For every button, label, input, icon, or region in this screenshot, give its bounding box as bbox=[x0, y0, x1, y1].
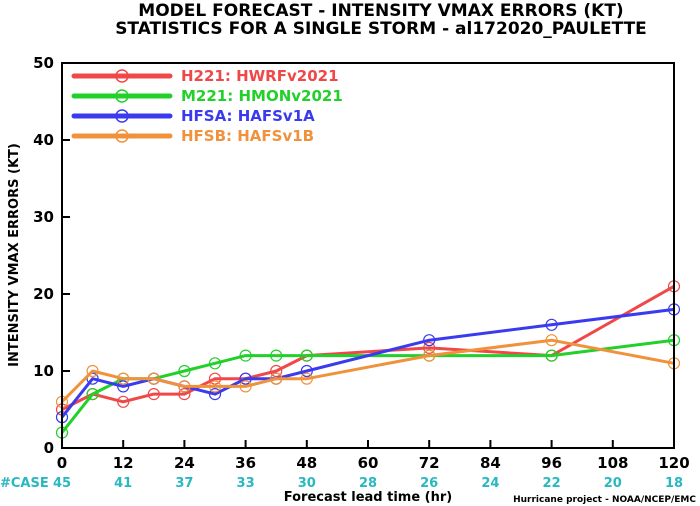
data-point bbox=[147, 388, 160, 401]
case-count: 41 bbox=[114, 476, 132, 491]
data-point bbox=[208, 357, 222, 370]
case-label: #CASE bbox=[0, 476, 49, 491]
data-point bbox=[86, 388, 99, 401]
data-point bbox=[300, 349, 313, 362]
y-tick-label: 0 bbox=[44, 439, 54, 457]
data-point bbox=[117, 372, 130, 385]
series-line bbox=[60, 338, 675, 403]
data-point bbox=[208, 380, 222, 393]
case-count: 33 bbox=[237, 476, 255, 491]
series-2 bbox=[55, 303, 681, 424]
data-point bbox=[178, 364, 191, 378]
data-point bbox=[239, 380, 252, 393]
x-axis-ticks: 0 12 24 36 48 60 72 84 96 108 120 bbox=[57, 440, 690, 472]
legend-item: M221: HMONv2021 bbox=[71, 87, 343, 105]
legend-item: HFSB: HAFSv1B bbox=[71, 127, 314, 145]
data-point bbox=[545, 349, 558, 362]
legend-marker bbox=[115, 89, 129, 103]
legend-label: HFSA: HAFSv1A bbox=[181, 107, 315, 125]
x-tick-label: 24 bbox=[174, 454, 195, 472]
y-axis-label: INTENSITY VMAX ERRORS (KT) bbox=[7, 143, 22, 367]
legend-label: HFSB: HAFSv1B bbox=[181, 127, 314, 145]
case-count: 30 bbox=[298, 476, 316, 491]
legend: H221: HWRFv2021 M221: HMONv2021 HFSA: HAFS… bbox=[71, 67, 343, 145]
y-tick-label: 10 bbox=[33, 362, 54, 380]
case-count: 28 bbox=[359, 476, 377, 491]
data-point bbox=[147, 372, 160, 385]
y-tick-label: 40 bbox=[33, 131, 54, 149]
x-tick-label: 12 bbox=[113, 454, 134, 472]
x-tick-label: 120 bbox=[658, 454, 689, 472]
case-count: 18 bbox=[665, 476, 683, 491]
data-point bbox=[178, 380, 191, 393]
case-count: 26 bbox=[420, 476, 438, 491]
data-point bbox=[300, 364, 313, 378]
data-point bbox=[86, 372, 99, 385]
data-point bbox=[208, 388, 222, 401]
legend-item: H221: HWRFv2021 bbox=[71, 67, 339, 85]
chart-title: MODEL FORECAST - INTENSITY VMAX ERRORS (… bbox=[138, 1, 623, 21]
series-line bbox=[61, 284, 675, 411]
y-tick-label: 20 bbox=[33, 285, 54, 303]
x-tick-label: 48 bbox=[296, 454, 317, 472]
legend-label: H221: HWRFv2021 bbox=[181, 67, 339, 85]
series-layer bbox=[55, 280, 681, 439]
data-point bbox=[86, 364, 99, 378]
data-point bbox=[117, 380, 130, 393]
case-count: 37 bbox=[175, 476, 193, 491]
data-point bbox=[178, 388, 191, 401]
x-tick-label: 108 bbox=[597, 454, 628, 472]
case-count-row: #CASE 45 41 37 33 30 28 26 24 22 20 18 bbox=[0, 476, 683, 491]
data-point bbox=[270, 364, 283, 378]
credit-text: Hurricane project - NOAA/NCEP/EMC bbox=[513, 495, 696, 505]
series-3 bbox=[55, 334, 681, 408]
legend-marker bbox=[115, 69, 129, 83]
data-point bbox=[239, 372, 252, 385]
data-point bbox=[270, 372, 283, 385]
data-point bbox=[545, 334, 558, 347]
data-point bbox=[423, 334, 436, 347]
y-tick-label: 50 bbox=[33, 54, 54, 72]
series-1 bbox=[55, 334, 681, 439]
x-tick-label: 72 bbox=[419, 454, 440, 472]
x-tick-label: 36 bbox=[235, 454, 256, 472]
chart-subtitle: STATISTICS FOR A SINGLE STORM - al172020… bbox=[115, 19, 647, 39]
case-count: 22 bbox=[543, 476, 561, 491]
data-point bbox=[300, 372, 313, 385]
legend-item: HFSA: HAFSv1A bbox=[71, 107, 315, 125]
y-tick-label: 30 bbox=[33, 208, 54, 226]
x-tick-label: 96 bbox=[541, 454, 562, 472]
x-tick-label: 0 bbox=[57, 454, 67, 472]
data-point bbox=[423, 349, 436, 362]
case-count: 24 bbox=[481, 476, 499, 491]
series-line bbox=[60, 307, 675, 419]
legend-marker bbox=[115, 129, 129, 143]
plot-frame bbox=[61, 62, 675, 449]
data-point bbox=[423, 341, 436, 354]
legend-label: M221: HMONv2021 bbox=[181, 87, 343, 105]
data-point bbox=[117, 395, 130, 408]
case-count: 20 bbox=[604, 476, 622, 491]
data-point bbox=[208, 372, 222, 385]
case-count: 45 bbox=[53, 476, 71, 491]
data-point bbox=[239, 349, 252, 362]
x-axis-label: Forecast lead time (hr) bbox=[284, 490, 452, 505]
x-tick-label: 84 bbox=[480, 454, 501, 472]
x-tick-label: 60 bbox=[358, 454, 379, 472]
data-point bbox=[270, 349, 283, 362]
data-point bbox=[545, 318, 558, 331]
legend-marker bbox=[115, 109, 129, 123]
